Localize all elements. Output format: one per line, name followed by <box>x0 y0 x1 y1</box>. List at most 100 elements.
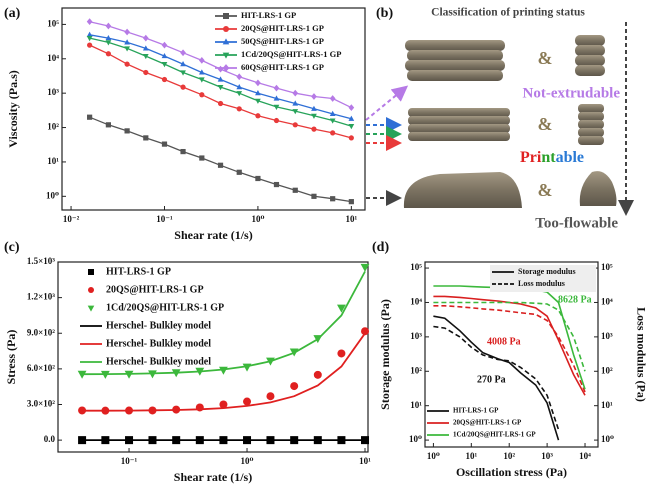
data-point <box>78 436 87 445</box>
y-axis-title: Stress (Pa) <box>4 330 18 385</box>
y-tick-label: 10⁰ <box>409 434 422 444</box>
x-axis-title: Oscillation stress (Pa) <box>456 465 567 479</box>
legend-label: Herschel- Bulkley model <box>106 338 211 349</box>
x-tick-label: 10⁻² <box>63 214 80 224</box>
y-tick-label: 10⁴ <box>410 297 422 307</box>
data-point <box>87 42 93 48</box>
legend-label: HIT-LRS-1 GP <box>453 407 499 415</box>
data-point <box>124 128 130 134</box>
data-point <box>180 60 186 67</box>
legend-label: Herschel- Bulkley model <box>106 356 211 367</box>
x-tick-label: 10¹ <box>465 451 477 461</box>
plot-frame <box>424 261 599 448</box>
data-point <box>292 187 298 193</box>
data-point <box>217 85 224 91</box>
y-tick-label: 6.0×10² <box>27 363 55 373</box>
legend-label: 20QS@HIT-LRS-1 GP <box>241 23 324 33</box>
data-point <box>124 46 130 52</box>
data-point <box>311 105 317 111</box>
legend-label: 60QS@HIT-LRS-1 GP <box>241 62 324 72</box>
data-point <box>161 76 168 83</box>
data-point <box>361 327 370 336</box>
plot-frame <box>61 7 366 211</box>
x-tick-label: 10² <box>503 451 515 461</box>
y-tick-label: 10¹ <box>410 400 422 410</box>
y-tick-label: 10⁰ <box>46 190 59 200</box>
data-point <box>161 62 168 68</box>
data-point <box>217 65 224 73</box>
data-point <box>236 169 242 175</box>
y2-tick-label: 10⁴ <box>601 297 613 307</box>
y-tick-label: 1.2×10³ <box>27 292 55 302</box>
data-point <box>266 392 275 401</box>
data-point <box>124 39 130 45</box>
data-point <box>329 95 336 102</box>
annotation: 4008 Pa <box>487 336 521 347</box>
loss-modulus-line <box>433 301 586 372</box>
data-point <box>105 122 111 128</box>
data-point <box>313 370 322 379</box>
y-tick-label: 10⁵ <box>410 262 422 272</box>
data-point <box>105 34 112 41</box>
y-tick-label: 10² <box>410 365 422 375</box>
data-point <box>243 397 252 406</box>
data-point <box>180 49 186 57</box>
data-point <box>255 79 261 87</box>
y2-axis-title: Loss modulus (Pa) <box>634 307 648 402</box>
legend-label: 1Cd/20QS@HIT-LRS-1 GP <box>241 49 341 59</box>
legend-marker <box>223 13 229 19</box>
status-label-part: nt <box>541 149 556 166</box>
y-tick-label: 0.0 <box>44 434 56 444</box>
x-tick-label: 10³ <box>541 451 553 461</box>
data-point <box>143 135 149 141</box>
legend-marker <box>87 305 95 312</box>
data-point <box>198 77 205 83</box>
data-point <box>180 148 186 155</box>
data-point <box>348 199 354 205</box>
data-point <box>255 113 261 119</box>
panel-b-art <box>365 22 634 216</box>
legend-box <box>490 265 596 292</box>
joiner: & <box>538 114 553 134</box>
data-point <box>124 28 130 36</box>
data-point <box>236 73 243 81</box>
x-tick-label: 10⁰ <box>427 451 440 461</box>
data-point <box>217 162 224 168</box>
fit-line <box>82 332 366 412</box>
y-tick-label: 3.0×10² <box>27 399 55 409</box>
panel-title: Classification of printing status <box>431 7 585 19</box>
data-point <box>292 89 299 97</box>
data-point <box>124 61 130 67</box>
x-axis-title: Shear rate (1/s) <box>174 470 252 484</box>
plot-frame <box>57 261 369 453</box>
data-point <box>273 84 280 92</box>
data-point <box>311 113 317 119</box>
x-tick-label: 10¹ <box>345 214 357 224</box>
x-tick-label: 10⁻¹ <box>121 456 138 466</box>
data-point <box>161 41 168 49</box>
legend-marker <box>222 64 230 72</box>
data-point <box>273 181 280 188</box>
data-point <box>273 117 280 124</box>
data-point <box>273 104 280 110</box>
y2-tick-label: 10⁰ <box>601 434 614 444</box>
y2-tick-label: 10² <box>601 365 613 375</box>
data-point <box>360 263 370 272</box>
data-point <box>199 92 205 98</box>
annotation: 8628 Pa <box>558 294 592 305</box>
y-tick-label: 10³ <box>410 331 422 341</box>
data-point <box>199 155 205 161</box>
y-tick-label: 9.0×10² <box>27 327 55 337</box>
specimen-not-extrudable <box>405 35 605 81</box>
data-point <box>198 69 205 75</box>
data-point <box>330 130 336 136</box>
y-tick-label: 1.5×10³ <box>27 256 55 266</box>
panel-label: (c) <box>4 240 20 255</box>
data-point <box>290 382 299 391</box>
data-point <box>180 70 186 76</box>
data-point <box>142 45 149 51</box>
status-label: Too-flowable <box>535 215 618 231</box>
loss-modulus-line <box>433 305 586 393</box>
data-point <box>255 175 261 182</box>
